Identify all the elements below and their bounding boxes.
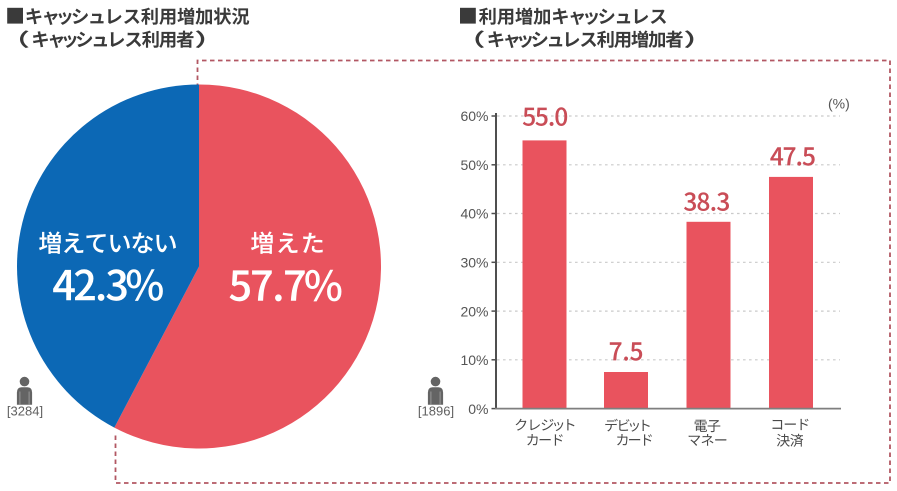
svg-text:0%: 0% bbox=[468, 401, 488, 417]
svg-text:(%): (%) bbox=[828, 96, 850, 112]
svg-text:50%: 50% bbox=[460, 157, 488, 173]
svg-text:[3284]: [3284] bbox=[7, 404, 43, 419]
svg-text:10%: 10% bbox=[460, 352, 488, 368]
svg-text:20%: 20% bbox=[460, 303, 488, 319]
svg-text:60%: 60% bbox=[460, 108, 488, 124]
svg-text:30%: 30% bbox=[460, 254, 488, 270]
svg-text:40%: 40% bbox=[460, 206, 488, 222]
svg-text:[1896]: [1896] bbox=[418, 404, 454, 419]
